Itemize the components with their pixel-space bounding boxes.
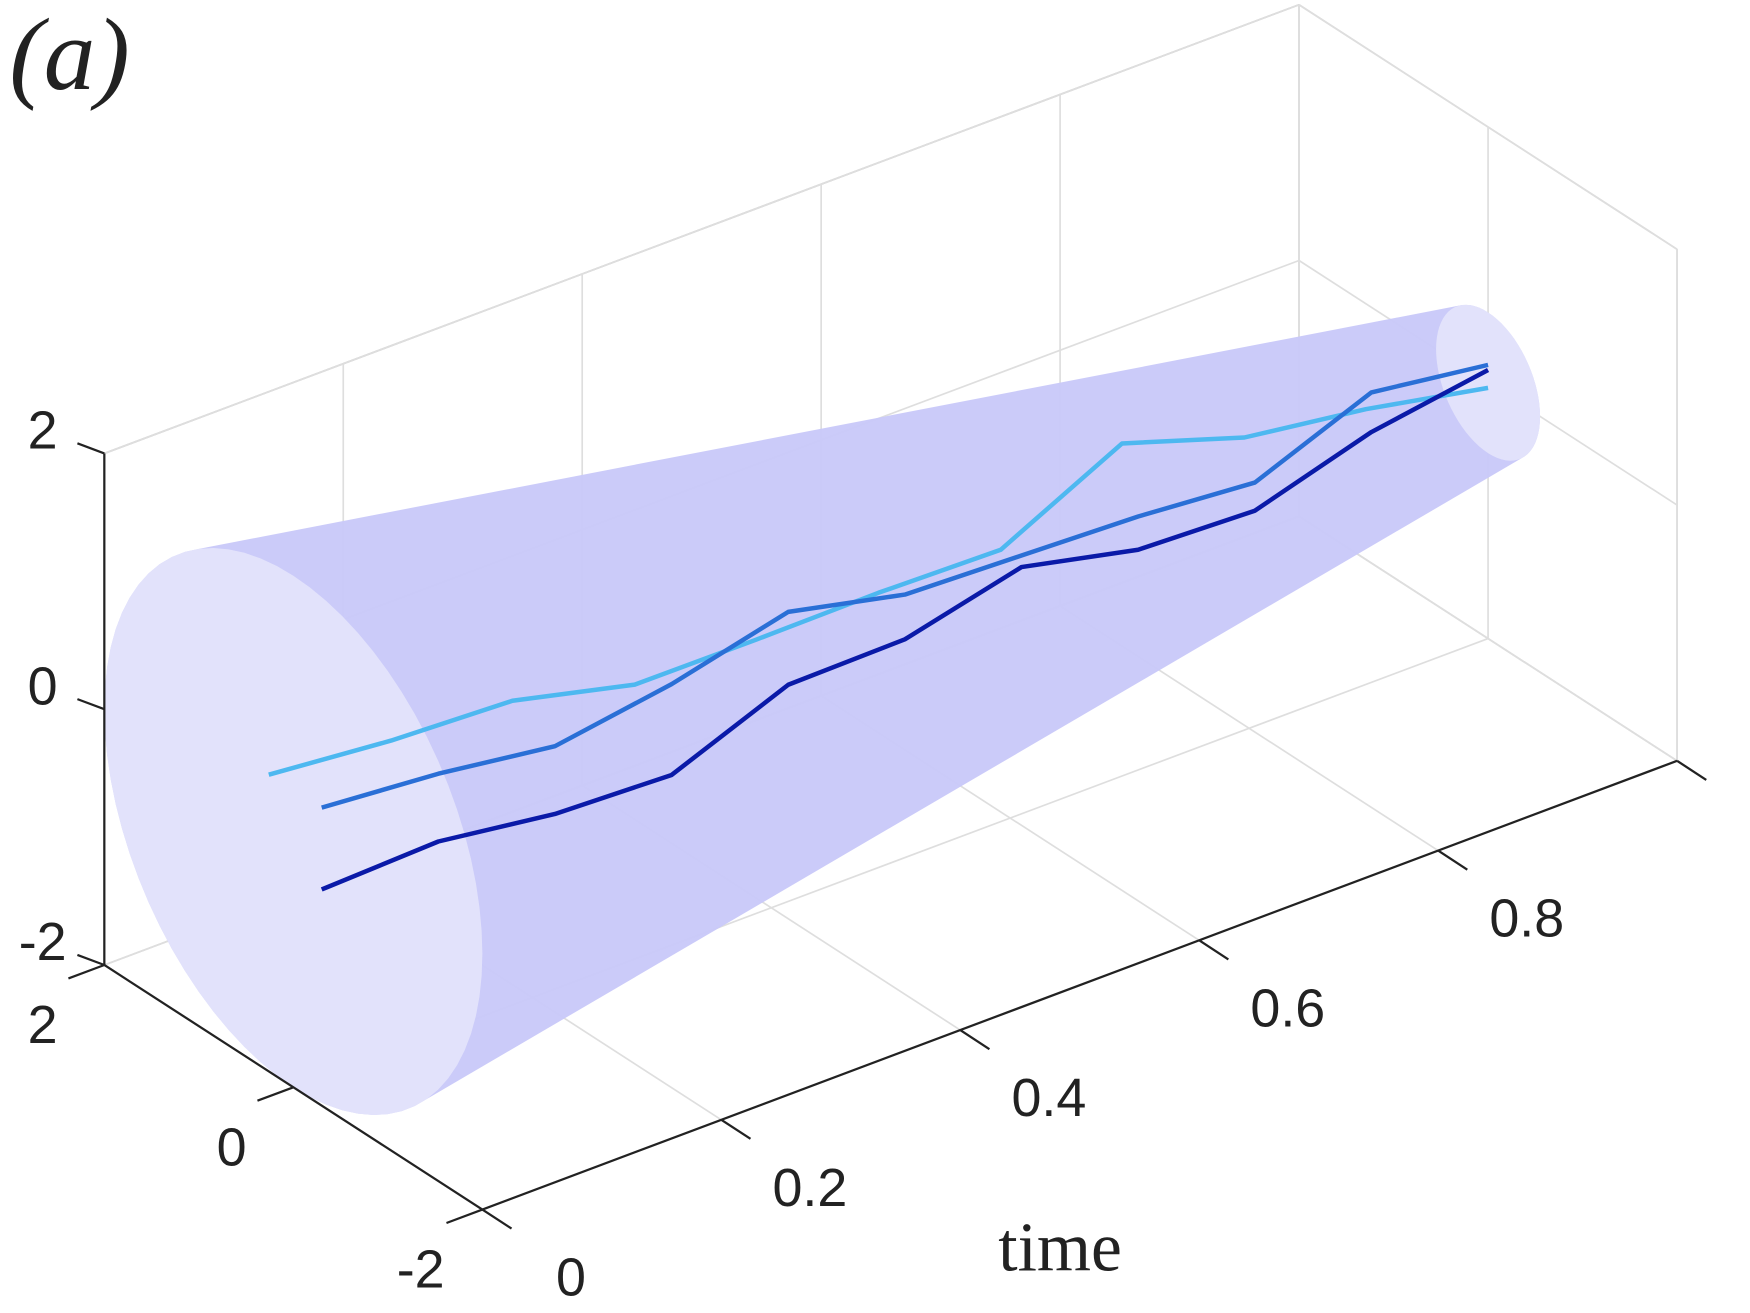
z-tick-label: 2 (28, 401, 58, 461)
y-tick (446, 1208, 483, 1225)
x-tick (1198, 939, 1229, 961)
y-tick-label: -2 (397, 1240, 445, 1300)
z-tick-label: 0 (28, 656, 58, 716)
path-line (320, 368, 1490, 892)
x-tick (1676, 759, 1707, 781)
grid-line (1298, 515, 1678, 762)
x-tick-label: 0.4 (1011, 1068, 1086, 1128)
z-tick-label: -2 (19, 912, 67, 972)
x-tick-label: 0.2 (773, 1158, 848, 1218)
y-tick (257, 1086, 294, 1102)
grid-line (104, 3, 1300, 455)
y-tick (68, 963, 105, 980)
tube-cap (104, 548, 483, 1115)
x-axis (481, 759, 1678, 1211)
z-tick (77, 953, 105, 967)
path-line (321, 362, 1489, 810)
x-tick (1437, 849, 1468, 871)
path-line (268, 385, 1489, 777)
x-tick-label: 0 (556, 1248, 586, 1308)
x-tick-label: 0.8 (1489, 889, 1564, 949)
z-tick (77, 442, 105, 455)
x-tick (959, 1029, 991, 1051)
grid-line (1298, 4, 1678, 250)
tube-cap (1436, 304, 1541, 461)
z-tick (77, 698, 105, 711)
x-tick (481, 1208, 513, 1230)
y-tick-label: 0 (217, 1117, 247, 1177)
x-tick (720, 1118, 752, 1140)
y-tick-label: 2 (28, 995, 58, 1055)
x-axis-label: time (998, 1209, 1122, 1286)
panel-label: (a) (9, 0, 129, 112)
x-tick-label: 0.6 (1250, 978, 1325, 1038)
